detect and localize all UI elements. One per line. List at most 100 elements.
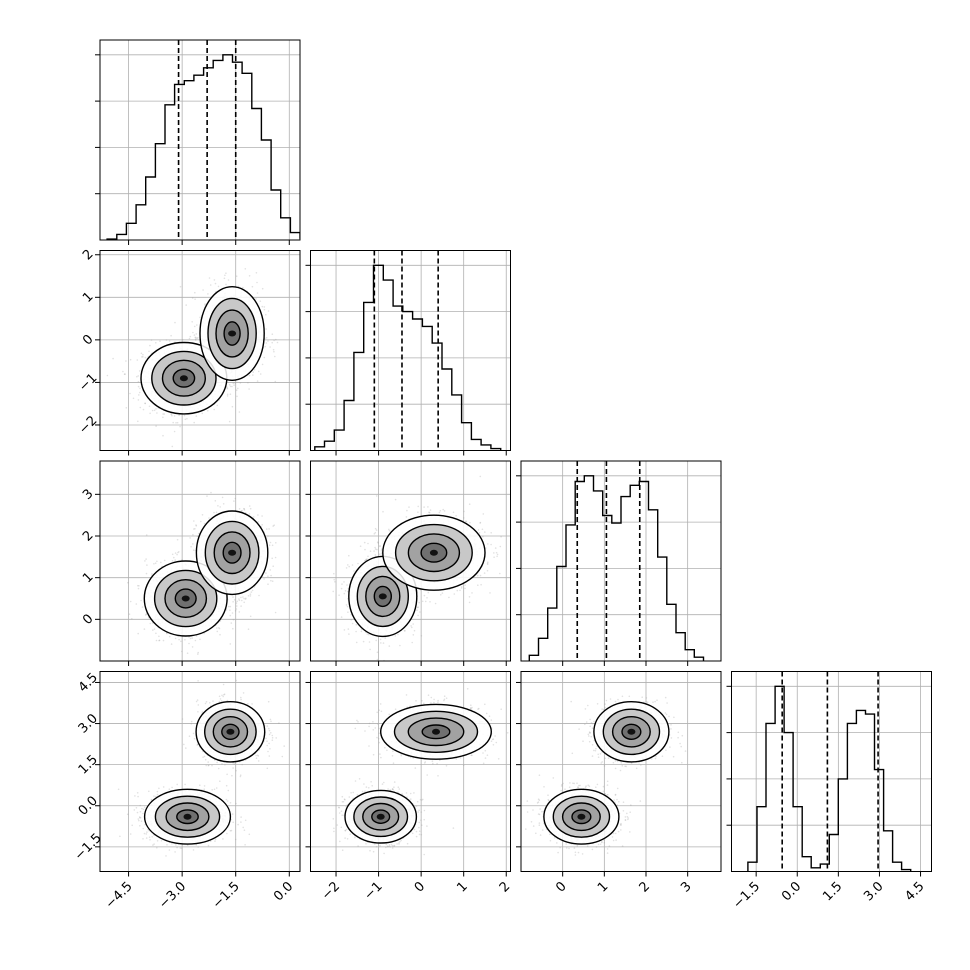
sample-point	[272, 525, 275, 527]
sample-point	[208, 517, 210, 519]
sample-point	[261, 287, 264, 290]
sample-point	[201, 514, 204, 516]
sample-point	[242, 286, 244, 289]
sample-point	[240, 596, 242, 599]
sample-point	[228, 420, 231, 423]
sample-point	[173, 430, 176, 433]
sample-point	[195, 415, 198, 417]
sample-point	[411, 641, 414, 644]
sample-point	[345, 604, 348, 606]
sample-point	[181, 558, 183, 561]
sample-point	[174, 321, 176, 324]
sample-point	[162, 416, 164, 419]
sample-point	[239, 382, 242, 384]
sample-point	[238, 611, 241, 613]
sample-point	[193, 528, 195, 530]
sample-point	[181, 650, 183, 653]
sample-point	[140, 352, 143, 355]
sample-point	[333, 578, 336, 581]
sample-point	[368, 633, 370, 636]
sample-point	[244, 268, 247, 270]
sample-point	[197, 651, 199, 654]
sample-point	[413, 629, 416, 632]
sample-point	[195, 336, 197, 339]
sample-point	[131, 618, 133, 620]
hist-panel-p0	[95, 39, 301, 245]
sample-point	[426, 597, 428, 599]
sample-point	[412, 634, 415, 636]
sample-point	[207, 293, 209, 295]
sample-point	[270, 574, 272, 577]
contour-line-1-3	[222, 541, 242, 564]
sample-point	[194, 336, 196, 339]
sample-point	[229, 605, 232, 608]
sample-point	[268, 528, 270, 530]
sample-point	[215, 511, 218, 514]
sample-point	[170, 413, 173, 416]
sample-point	[249, 615, 252, 618]
sample-point	[140, 599, 142, 602]
sample-point	[112, 357, 114, 360]
sample-point	[249, 507, 252, 510]
sample-point	[163, 559, 166, 562]
sample-point	[199, 638, 201, 641]
sample-point	[235, 389, 238, 392]
sample-point	[165, 339, 168, 341]
sample-point	[251, 589, 254, 592]
sample-point	[226, 395, 229, 397]
sample-point	[225, 272, 227, 275]
mode-center-1	[228, 549, 237, 556]
sample-point	[274, 355, 276, 358]
contour-line-1-0	[199, 286, 265, 382]
sample-point	[150, 339, 153, 341]
sample-point	[171, 414, 173, 417]
mode-center-1	[228, 330, 237, 337]
sample-point	[248, 513, 251, 515]
sample-point	[232, 601, 234, 603]
sample-point	[125, 407, 128, 409]
sample-point	[419, 611, 421, 613]
panel-frame	[310, 250, 511, 451]
sample-point	[268, 544, 271, 546]
sample-point	[343, 629, 346, 631]
sample-point	[380, 642, 382, 644]
sample-point	[265, 313, 267, 316]
sample-point	[178, 414, 180, 417]
sample-point	[377, 542, 380, 544]
sample-point	[163, 413, 166, 415]
sample-point	[185, 304, 187, 306]
sample-point	[237, 387, 239, 390]
density-p1-p2	[332, 475, 502, 661]
mode-center-0	[181, 595, 190, 602]
sample-point	[137, 380, 140, 383]
sample-point	[174, 559, 176, 561]
sample-point	[267, 535, 269, 537]
sample-point	[223, 277, 226, 280]
sample-point	[175, 422, 177, 424]
sample-point	[347, 590, 349, 593]
sample-point	[128, 613, 131, 615]
sample-point	[183, 414, 186, 417]
sample-point	[145, 572, 148, 575]
tick-label-y-p1-3: 1	[80, 289, 96, 305]
sample-point	[233, 500, 235, 502]
sample-point	[252, 516, 255, 518]
sample-point	[191, 646, 194, 648]
contour-line-0-3	[172, 368, 196, 388]
sample-point	[137, 399, 140, 401]
tick-label-y-p2-2: 2	[80, 528, 96, 544]
sample-point	[346, 605, 349, 608]
contour-line-1-1	[204, 520, 260, 585]
sample-point	[243, 507, 245, 510]
sample-point	[193, 325, 196, 328]
sample-point	[151, 409, 154, 412]
sample-point	[265, 572, 267, 574]
sample-point	[378, 553, 381, 555]
sample-point	[265, 528, 268, 530]
sample-point	[151, 573, 153, 575]
sample-point	[227, 605, 230, 608]
sample-point	[179, 285, 182, 288]
sample-point	[233, 384, 235, 386]
sample-point	[232, 627, 234, 630]
sample-point	[145, 613, 147, 616]
